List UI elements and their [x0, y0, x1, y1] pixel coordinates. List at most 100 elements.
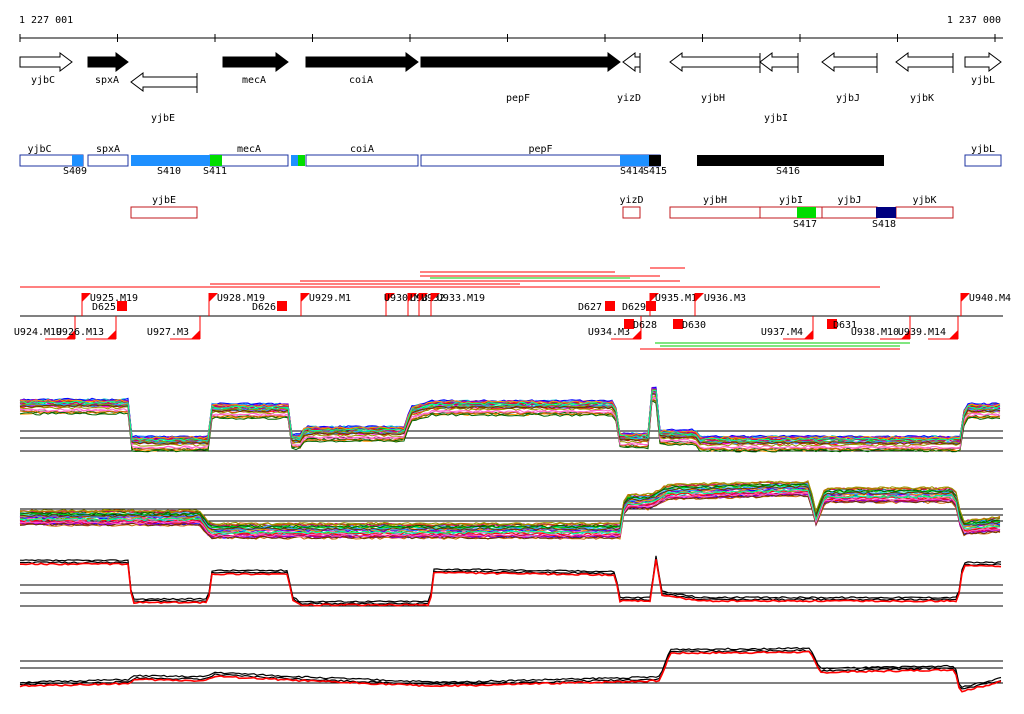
transcription-unit-spxA — [87, 154, 129, 167]
upshift-label-U937.M4: U937.M4 — [761, 327, 803, 338]
panel-4-series — [19, 650, 1002, 693]
downshift-label-D629: D629 — [622, 302, 646, 313]
downshift-label-D627: D627 — [578, 302, 602, 313]
upshift-flag-U933.M19 — [431, 293, 440, 302]
segment-S409 — [72, 155, 83, 166]
upshift-flag-U937.M4 — [804, 330, 813, 339]
upshift-flag-U926.M13 — [107, 330, 116, 339]
transcription-unit-yjbK — [895, 206, 954, 219]
gene-arrow-yjbH — [669, 52, 761, 72]
panel-2-series — [19, 494, 1001, 540]
gene-arrow-yjbJ — [821, 52, 878, 72]
segment-S418 — [876, 207, 896, 218]
panel-2-series — [19, 480, 1001, 526]
downshift-box-D627 — [605, 301, 615, 311]
transcription-unit-label-yizD: yizD — [619, 195, 643, 206]
transcription-unit-label-yjbJ: yjbJ — [837, 195, 861, 206]
transcription-unit-label-mecA: mecA — [237, 144, 261, 155]
upshift-label-U925.M19: U925.M19 — [90, 293, 138, 304]
segment-label-S416: S416 — [776, 166, 800, 177]
transcription-unit-label-yjbC: yjbC — [27, 144, 51, 155]
panel-4-series — [19, 649, 1002, 690]
transcription-unit-track: yjbC spxA mecA coiA pepF yjbL S409 S410 S411 S414… — [19, 144, 1002, 230]
upshift-flag-U930.M1 — [386, 293, 395, 302]
segment-S414 — [620, 155, 649, 166]
panel-2-series — [19, 492, 1001, 538]
panel-1-series — [19, 391, 1001, 444]
gene-arrow-spxA — [87, 52, 129, 72]
panel-2-series — [19, 485, 1001, 531]
transcription-unit-label-coiA: coiA — [350, 144, 374, 155]
gene-label-pepF: pepF — [506, 93, 530, 104]
upshift-flag-U938.M10 — [901, 330, 910, 339]
transcription-unit-yizD — [622, 206, 641, 219]
segment-label-S410: S410 — [157, 166, 181, 177]
ruler-ticks — [19, 34, 996, 42]
upshift-label-U935.M1: U935.M1 — [655, 293, 697, 304]
upshift-flag-U939.M14 — [949, 330, 958, 339]
upshift-label-U940.M4: U940.M4 — [969, 293, 1011, 304]
panel-1-series — [19, 390, 1001, 443]
gene-arrow-yjbC — [19, 52, 73, 72]
gene-arrow-yjbL — [964, 52, 1002, 72]
expression-profile-panels — [19, 386, 1003, 693]
upshift-flag-U928.M19 — [209, 293, 218, 302]
transcription-unit-label-spxA: spxA — [96, 144, 120, 155]
upshift-label-U933.M19: U933.M19 — [437, 293, 485, 304]
gene-arrow-yjbK — [895, 52, 954, 72]
gene-label-yjbC: yjbC — [31, 75, 55, 86]
downshift-label-D626: D626 — [252, 302, 276, 313]
ruler-start-label: 1 227 001 — [19, 15, 73, 26]
gene-label-yjbE: yjbE — [151, 113, 175, 124]
upshift-label-U924.M19: U924.M19 — [14, 327, 62, 338]
transcription-unit-label-yjbL: yjbL — [971, 144, 995, 155]
transcription-unit-label-yjbE: yjbE — [152, 195, 176, 206]
gene-arrow-yizD — [622, 52, 641, 72]
panel-3-series — [20, 559, 1002, 607]
gene-arrow-pepF — [420, 52, 621, 72]
upshift-label-U930.M1: U930.M1 — [384, 293, 426, 304]
downshift-label-D631: D631 — [833, 320, 857, 331]
upshift-flag-U940.M4 — [961, 293, 970, 302]
upshift-flag-U936.M3 — [695, 293, 704, 302]
upshift-flag-U927.M3 — [191, 330, 200, 339]
segment-S415 — [649, 155, 661, 166]
upshift-flag-U931 — [408, 293, 417, 302]
gene-annotation-track: yjbC spxA yjbE mecA coiA pepF yizD yjbH yjbI yjbJ… — [19, 52, 1002, 124]
gene-label-yjbK: yjbK — [910, 93, 934, 104]
downshift-label-D625: D625 — [92, 302, 116, 313]
coordinate-ruler: 1 227 001 1 237 000 — [19, 15, 1003, 42]
segment-label-S409: S409 — [63, 166, 87, 177]
upshift-label-U928.M19: U928.M19 — [217, 293, 265, 304]
transcription-unit-yjbH — [669, 206, 761, 219]
upshift-flag-U925.M19 — [82, 293, 91, 302]
segment-S416 — [697, 155, 884, 166]
gene-arrow-coiA — [305, 52, 419, 72]
transcription-unit-yjbE — [130, 206, 198, 219]
panel-1-series — [19, 398, 1001, 452]
panel-1-series — [20, 389, 1001, 442]
upshift-flag-U924.M19 — [66, 330, 75, 339]
transcription-unit-label-pepF: pepF — [528, 144, 552, 155]
transcription-unit-label-yjbI: yjbI — [779, 195, 803, 206]
segment-unnamed — [291, 155, 298, 166]
upshift-label-U929.M1: U929.M1 — [309, 293, 351, 304]
transcription-unit-label-yjbK: yjbK — [912, 195, 936, 206]
gene-label-yjbI: yjbI — [764, 113, 788, 124]
upshift-label-U934.M3: U934.M3 — [588, 327, 630, 338]
panel-1-series — [19, 396, 1001, 449]
gene-label-yjbH: yjbH — [701, 93, 725, 104]
segment-label-S417: S417 — [793, 219, 817, 230]
panel-1-series — [19, 399, 1001, 453]
downshift-box-D630 — [673, 319, 683, 329]
gene-label-coiA: coiA — [349, 75, 373, 86]
upshift-label-U927.M3: U927.M3 — [147, 327, 189, 338]
panel-4-series — [19, 646, 1002, 689]
upshift-flag-U932 — [419, 293, 428, 302]
gene-arrow-mecA — [222, 52, 289, 72]
upshift-flag-U935.M1 — [650, 293, 659, 302]
upshift-flag-U934.M3 — [632, 330, 641, 339]
gene-arrow-yjbI — [759, 52, 799, 72]
panel-2-series — [19, 488, 1001, 535]
